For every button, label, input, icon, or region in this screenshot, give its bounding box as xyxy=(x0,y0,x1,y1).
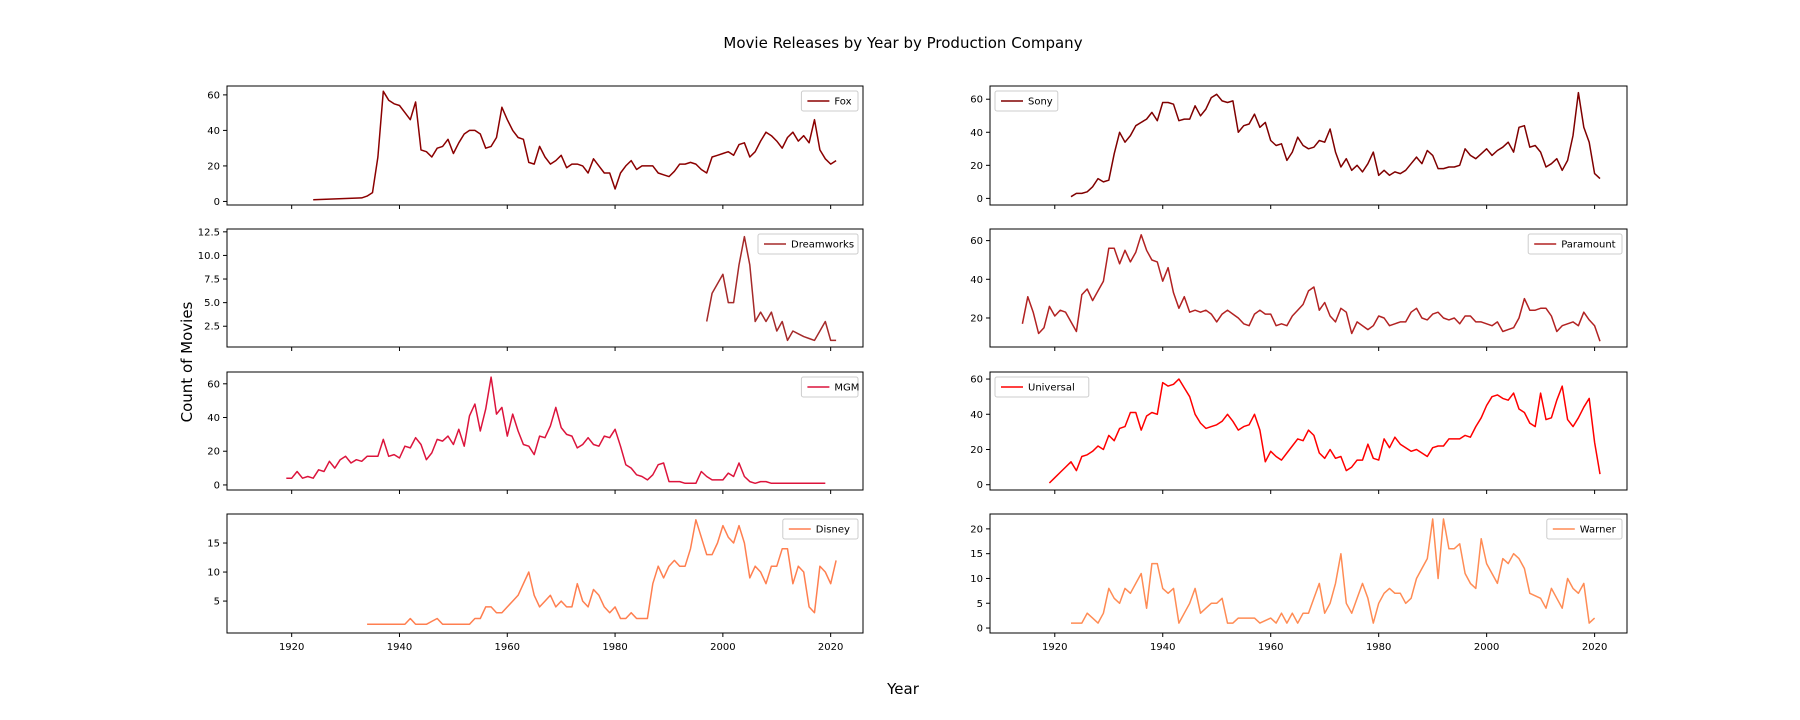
y-tick-label: 40 xyxy=(970,275,983,286)
y-tick-label: 5 xyxy=(977,599,983,610)
panel-warner: 0 5 10 15 20 1920 1940 1960 1980 2000 2020 Warner xyxy=(970,513,1628,653)
y-tick-label: 5 xyxy=(214,597,220,608)
series-line-disney xyxy=(367,519,837,626)
x-tick-label: 1940 xyxy=(1150,642,1175,653)
legend-fox: Fox xyxy=(800,90,859,112)
legend-label: Dreamworks xyxy=(791,240,854,251)
legend-label: Warner xyxy=(1580,525,1617,536)
legend-label: Fox xyxy=(834,97,851,108)
y-tick-label: 10 xyxy=(970,574,983,585)
x-tick-label: 1980 xyxy=(602,642,627,653)
y-axis-label: Count of Movies xyxy=(178,301,196,422)
panel-dreamworks: 2.5 5.0 7.5 10.0 12.5 Dreamworks xyxy=(198,227,864,351)
x-tick-label: 2020 xyxy=(818,642,843,653)
series-line-dreamworks xyxy=(705,235,837,342)
axes-frame xyxy=(226,513,864,634)
y-tick-label: 15 xyxy=(970,549,983,560)
legend-dreamworks: Dreamworks xyxy=(757,233,859,255)
y-tick-label: 40 xyxy=(970,410,983,421)
legend-label: MGM xyxy=(834,383,859,394)
legend-mgm: MGM xyxy=(800,376,859,398)
y-tick-label: 0 xyxy=(977,194,983,205)
legend-box xyxy=(782,518,859,540)
x-axis-label: Year xyxy=(886,680,920,698)
panel-disney: 5 10 15 1920 1940 1960 1980 2000 2020 Disney xyxy=(207,513,864,653)
y-tick-label: 40 xyxy=(207,126,220,137)
panel-sony: 0 20 40 60 Sony xyxy=(970,85,1628,209)
y-tick-label: 10 xyxy=(207,568,220,579)
legend-label: Disney xyxy=(816,525,850,536)
x-tick-label: 1960 xyxy=(1258,642,1283,653)
legend-sony: Sony xyxy=(994,90,1059,112)
axes-frame xyxy=(989,228,1628,348)
legend-box xyxy=(994,376,1090,398)
y-tick-label: 0 xyxy=(214,197,220,208)
axes-frame xyxy=(989,513,1628,634)
series-line-paramount xyxy=(1021,234,1601,342)
panel-paramount: 20 40 60 Paramount xyxy=(970,228,1628,351)
axes-frame xyxy=(226,228,864,348)
legend-label: Sony xyxy=(1028,97,1053,108)
chart-title: Movie Releases by Year by Production Com… xyxy=(723,34,1082,52)
axes-frame xyxy=(226,85,864,206)
y-tick-label: 40 xyxy=(970,128,983,139)
x-tick-label: 1920 xyxy=(1042,642,1067,653)
x-tick-label: 1960 xyxy=(495,642,520,653)
legend-box xyxy=(1527,233,1623,255)
legend-label: Paramount xyxy=(1561,240,1615,251)
y-tick-label: 20 xyxy=(970,524,983,535)
panels: 0 20 40 60 Fox 0 20 40 60 Sony 2.5 5.0 7.5 10.0 12.5 Dr… xyxy=(198,85,1628,653)
legend-warner: Warner xyxy=(1546,518,1623,540)
legend-universal: Universal xyxy=(994,376,1090,398)
y-tick-label: 0 xyxy=(214,480,220,491)
x-tick-label: 2000 xyxy=(710,642,735,653)
y-tick-label: 20 xyxy=(970,161,983,172)
x-tick-label: 1980 xyxy=(1366,642,1391,653)
series-line-sony xyxy=(1070,91,1601,198)
y-tick-label: 60 xyxy=(970,95,983,106)
series-line-fox xyxy=(313,90,837,201)
legend-box xyxy=(994,90,1059,112)
series-line-mgm xyxy=(286,376,826,485)
x-tick-label: 1940 xyxy=(387,642,412,653)
legend-box xyxy=(800,376,859,398)
y-tick-label: 10.0 xyxy=(198,251,220,262)
y-tick-label: 60 xyxy=(207,379,220,390)
axes-frame xyxy=(226,371,864,491)
x-tick-label: 2000 xyxy=(1474,642,1499,653)
legend-box xyxy=(757,233,859,255)
axes-frame xyxy=(989,85,1628,206)
y-tick-label: 0 xyxy=(977,480,983,491)
panel-fox: 0 20 40 60 Fox xyxy=(207,85,864,209)
axes-frame xyxy=(989,371,1628,491)
y-tick-label: 60 xyxy=(970,375,983,386)
y-tick-label: 7.5 xyxy=(204,275,220,286)
legend-box xyxy=(800,90,859,112)
y-tick-label: 20 xyxy=(207,161,220,172)
legend-label: Universal xyxy=(1028,383,1075,394)
legend-disney: Disney xyxy=(782,518,859,540)
y-tick-label: 60 xyxy=(207,90,220,101)
y-tick-label: 20 xyxy=(970,445,983,456)
y-tick-label: 12.5 xyxy=(198,227,220,238)
panel-universal: 0 20 40 60 Universal xyxy=(970,371,1628,494)
y-tick-label: 20 xyxy=(207,447,220,458)
y-tick-label: 15 xyxy=(207,539,220,550)
y-tick-label: 60 xyxy=(970,236,983,247)
x-tick-label: 1920 xyxy=(279,642,304,653)
series-line-universal xyxy=(1048,378,1601,484)
series-line-warner xyxy=(1071,518,1596,624)
y-tick-label: 20 xyxy=(970,313,983,324)
y-tick-label: 40 xyxy=(207,413,220,424)
y-tick-label: 5.0 xyxy=(204,298,220,309)
legend-paramount: Paramount xyxy=(1527,233,1623,255)
y-tick-label: 0 xyxy=(977,624,983,635)
panel-mgm: 0 20 40 60 MGM xyxy=(207,371,864,494)
y-tick-label: 2.5 xyxy=(204,322,220,333)
legend-box xyxy=(1546,518,1623,540)
x-tick-label: 2020 xyxy=(1582,642,1607,653)
